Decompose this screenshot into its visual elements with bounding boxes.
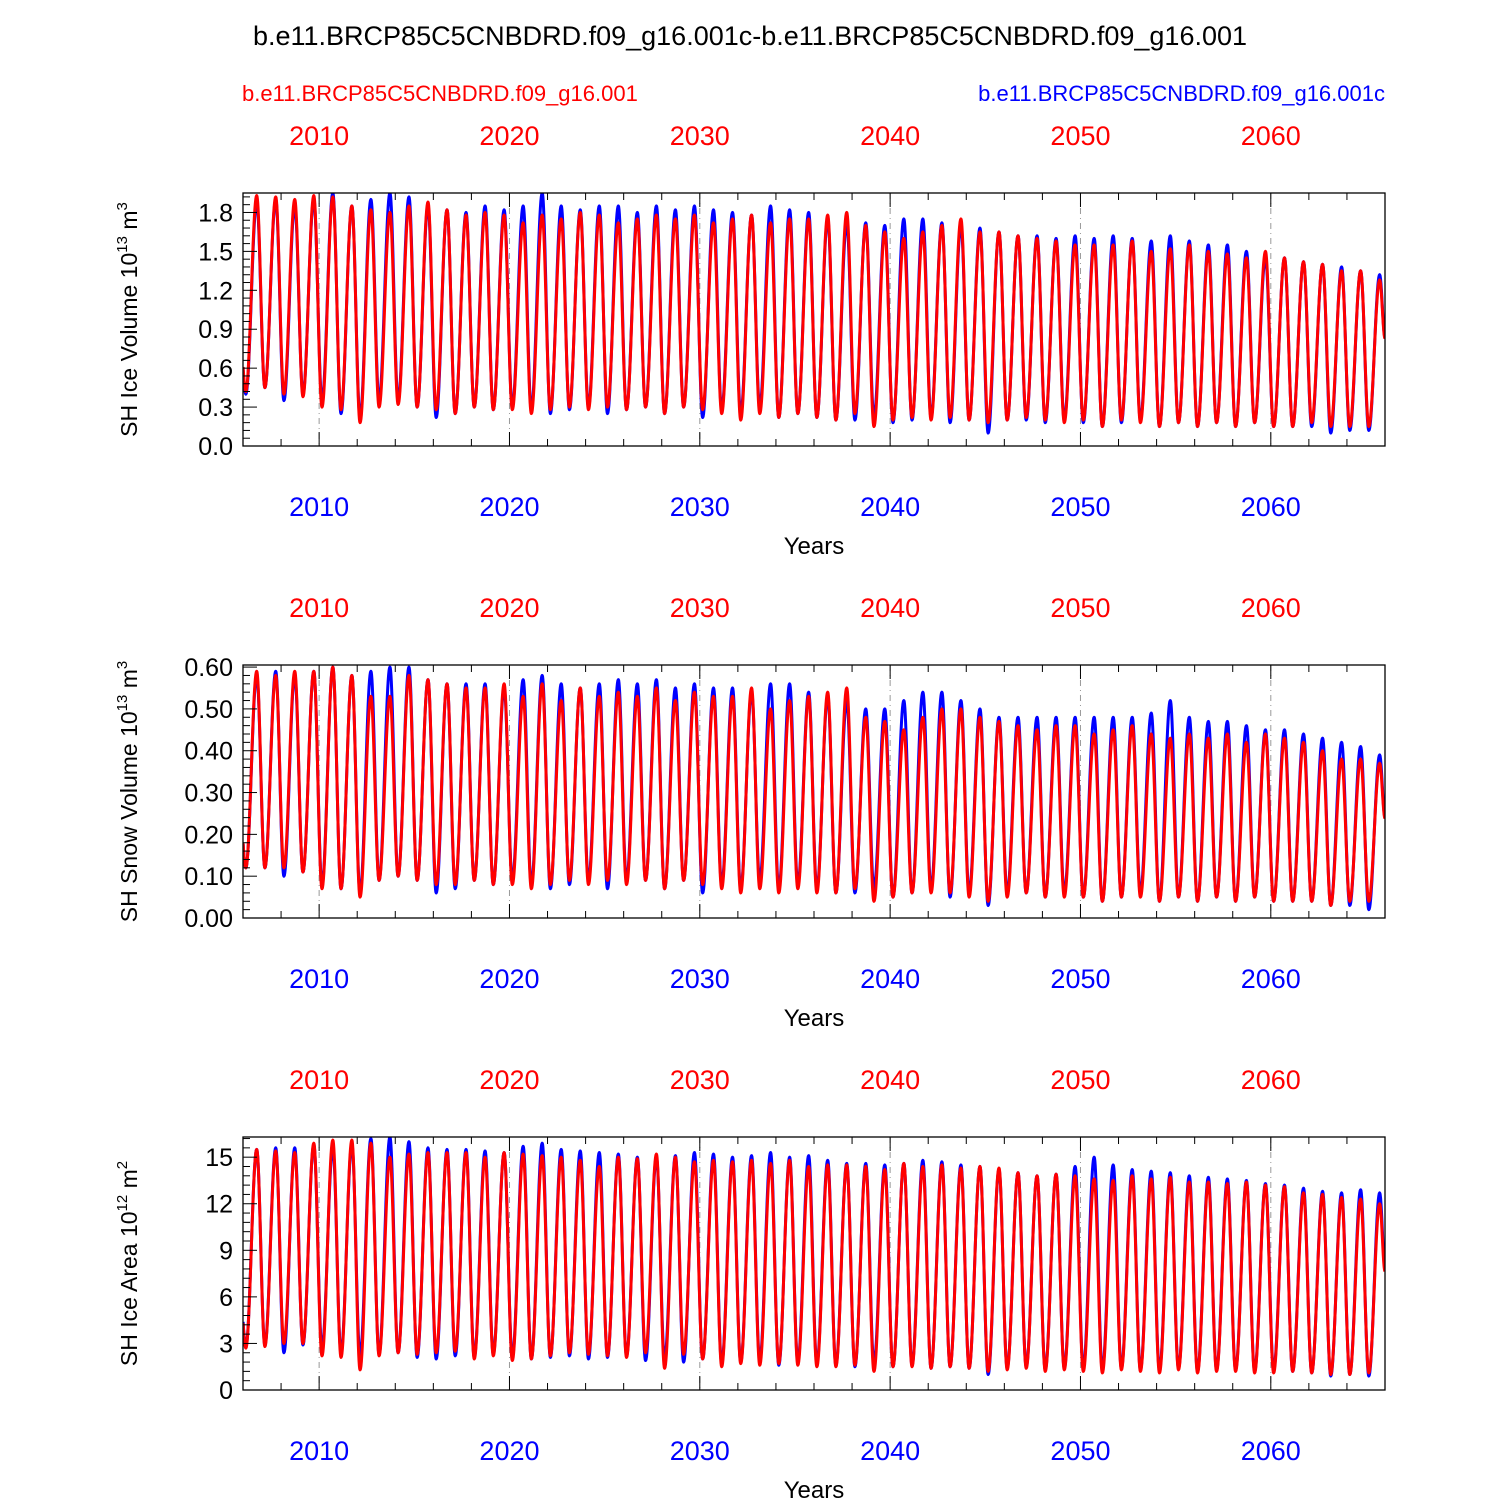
legend-red-case: b.e11.BRCP85C5CNBDRD.f09_g16.001 <box>242 81 638 106</box>
x-tick-label-top: 2010 <box>289 121 349 151</box>
y-axis-label: SH Snow Volume 1013 m3 <box>114 661 142 923</box>
x-tick-label-bottom: 2040 <box>860 964 920 994</box>
y-tick-label: 0.10 <box>184 863 233 891</box>
x-tick-label-bottom: 2050 <box>1050 1436 1110 1466</box>
series-line-red <box>243 1138 1385 1376</box>
y-tick-label: 0.9 <box>198 316 233 344</box>
x-tick-label-top: 2040 <box>860 593 920 623</box>
x-tick-label-bottom: 2020 <box>479 1436 539 1466</box>
x-tick-label-top: 2010 <box>289 1065 349 1095</box>
x-axis-label: Years <box>784 533 845 560</box>
x-tick-label-top: 2020 <box>479 121 539 151</box>
y-tick-label: 1.2 <box>198 277 233 305</box>
x-tick-label-top: 2040 <box>860 1065 920 1095</box>
y-tick-label: 0.40 <box>184 738 233 766</box>
x-tick-label-bottom: 2010 <box>289 1436 349 1466</box>
figure-title: b.e11.BRCP85C5CNBDRD.f09_g16.001c-b.e11.… <box>253 21 1247 51</box>
y-tick-label: 0.50 <box>184 696 233 724</box>
x-tick-label-bottom: 2050 <box>1050 492 1110 522</box>
x-tick-label-bottom: 2010 <box>289 492 349 522</box>
y-tick-label: 1.5 <box>198 238 233 266</box>
y-axis-label: SH Ice Area 1012 m2 <box>114 1161 142 1366</box>
y-tick-label: 0 <box>219 1377 233 1405</box>
x-axis-label: Years <box>784 1005 845 1032</box>
y-tick-label: 6 <box>219 1284 233 1312</box>
x-tick-label-bottom: 2040 <box>860 492 920 522</box>
x-tick-label-bottom: 2020 <box>479 492 539 522</box>
y-tick-label: 0.00 <box>184 905 233 933</box>
x-tick-label-top: 2040 <box>860 121 920 151</box>
x-tick-label-bottom: 2030 <box>670 492 730 522</box>
x-tick-label-top: 2030 <box>670 593 730 623</box>
legend-blue-case: b.e11.BRCP85C5CNBDRD.f09_g16.001c <box>978 81 1385 106</box>
x-tick-label-bottom: 2050 <box>1050 964 1110 994</box>
chart-panel-1: 0.0 0.3 0.6 0.9 1.2 1.5 1.8 2010 2010 2020 2020 203… <box>114 121 1386 560</box>
panels: 0.0 0.3 0.6 0.9 1.2 1.5 1.8 2010 2010 2020 2020 203… <box>114 121 1386 1500</box>
x-tick-label-top: 2050 <box>1050 1065 1110 1095</box>
x-tick-label-bottom: 2040 <box>860 1436 920 1466</box>
x-tick-label-top: 2050 <box>1050 593 1110 623</box>
y-tick-label: 1.8 <box>198 199 233 227</box>
y-tick-label: 0.20 <box>184 821 233 849</box>
x-tick-label-bottom: 2060 <box>1241 1436 1301 1466</box>
y-tick-label: 0.60 <box>184 654 233 682</box>
x-tick-label-top: 2060 <box>1241 121 1301 151</box>
x-tick-label-top: 2020 <box>479 593 539 623</box>
y-axis-label: SH Ice Volume 1013 m3 <box>114 202 142 437</box>
x-tick-label-top: 2050 <box>1050 121 1110 151</box>
x-tick-label-top: 2030 <box>670 121 730 151</box>
y-tick-label: 15 <box>205 1144 233 1172</box>
x-tick-label-top: 2060 <box>1241 1065 1301 1095</box>
chart-panel-3: 0 3 6 9 12 15 2010 2010 2020 2020 2030 2030 2040 2040… <box>114 1065 1386 1500</box>
y-tick-label: 0.6 <box>198 355 233 383</box>
x-tick-label-bottom: 2060 <box>1241 492 1301 522</box>
y-tick-label: 0.30 <box>184 780 233 808</box>
x-tick-label-top: 2030 <box>670 1065 730 1095</box>
y-tick-label: 9 <box>219 1237 233 1265</box>
chart-panel-2: 0.00 0.10 0.20 0.30 0.40 0.50 0.60 2010 2010 2020… <box>114 593 1386 1032</box>
y-tick-label: 3 <box>219 1330 233 1358</box>
y-tick-label: 12 <box>205 1191 233 1219</box>
x-tick-label-bottom: 2060 <box>1241 964 1301 994</box>
y-tick-label: 0.3 <box>198 394 233 422</box>
series-line-red <box>243 665 1385 907</box>
x-axis-label: Years <box>784 1477 845 1500</box>
x-tick-label-bottom: 2030 <box>670 964 730 994</box>
x-tick-label-top: 2010 <box>289 593 349 623</box>
series-line-red <box>243 194 1385 429</box>
x-tick-label-top: 2060 <box>1241 593 1301 623</box>
x-tick-label-top: 2020 <box>479 1065 539 1095</box>
y-tick-label: 0.0 <box>198 433 233 461</box>
x-tick-label-bottom: 2010 <box>289 964 349 994</box>
x-tick-label-bottom: 2020 <box>479 964 539 994</box>
x-tick-label-bottom: 2030 <box>670 1436 730 1466</box>
